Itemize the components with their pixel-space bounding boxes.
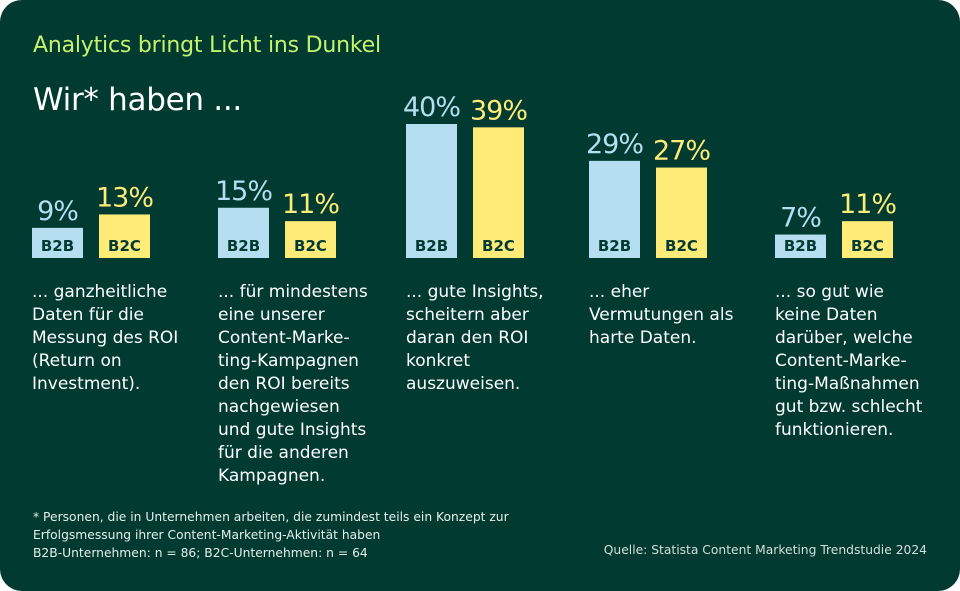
bar-series-label: B2B: [227, 237, 260, 255]
data-label-b2b: 7%: [780, 203, 821, 234]
bar-series-label: B2C: [665, 237, 698, 255]
bar-b2b: [218, 207, 269, 258]
bar-series-label: B2B: [784, 237, 817, 255]
bar-series-label: B2B: [41, 237, 74, 255]
bar-b2c: [473, 127, 524, 258]
bar-series-label: B2B: [415, 237, 448, 255]
bar-series-label: B2C: [851, 237, 884, 255]
data-label-b2c: 11%: [839, 189, 896, 220]
data-label-b2c: 11%: [282, 189, 339, 220]
chart-kicker-title: Analytics bringt Licht ins Dunkel: [33, 33, 381, 58]
category-description-4: ... eher Vermutungen als harte Daten.: [589, 282, 734, 348]
category-description-2: ... für mindestens eine unserer Content-…: [218, 282, 368, 486]
bar-group-1: B2B 9% B2C 13%: [32, 182, 154, 258]
bar-group-5: B2B 7% B2C 11%: [775, 189, 897, 258]
bar-b2b: [32, 227, 83, 258]
bar-b2c: [99, 214, 150, 258]
data-label-b2b: 9%: [37, 196, 78, 227]
bar-b2c: [656, 167, 707, 258]
bar-series-label: B2C: [294, 237, 327, 255]
bar-b2b: [775, 234, 826, 258]
source-note: Quelle: Statista Content Marketing Trend…: [603, 543, 927, 557]
bar-series-label: B2C: [108, 237, 141, 255]
sample-size-note: B2B-Unternehmen: n = 86; B2C-Unternehmen…: [33, 546, 368, 560]
chart-headline: Wir* haben ...: [33, 82, 242, 118]
bar-b2c: [285, 221, 336, 258]
bar-b2b: [589, 160, 640, 258]
bar-series-label: B2C: [482, 237, 515, 255]
data-label-b2b: 29%: [586, 129, 643, 160]
bar-series-label: B2B: [598, 237, 631, 255]
bar-group-3: B2B 40% B2C 39%: [403, 92, 528, 258]
category-description-1: ... ganzheitliche Daten für die Messung …: [32, 282, 179, 394]
bar-b2b: [406, 124, 457, 258]
footnote-line-1: * Personen, die in Unternehmen arbeiten,…: [33, 510, 509, 524]
data-label-b2b: 40%: [403, 92, 460, 123]
data-label-b2c: 13%: [96, 182, 153, 213]
data-label-b2b: 15%: [215, 176, 272, 207]
bar-group-2: B2B 15% B2C 11%: [215, 176, 340, 258]
category-description-3: ... gute Insights, scheitern aber daran …: [406, 282, 544, 394]
bar-b2c: [842, 221, 893, 258]
footnote-line-2: Erfolgsmessung ihrer Content-Marketing-A…: [33, 528, 381, 542]
data-label-b2c: 27%: [653, 136, 710, 167]
data-label-b2c: 39%: [470, 95, 527, 126]
bar-group-4: B2B 29% B2C 27%: [586, 129, 711, 258]
category-description-5: ... so gut wie keine Daten darüber, welc…: [775, 282, 923, 440]
footnote: * Personen, die in Unternehmen arbeiten,…: [33, 508, 509, 562]
